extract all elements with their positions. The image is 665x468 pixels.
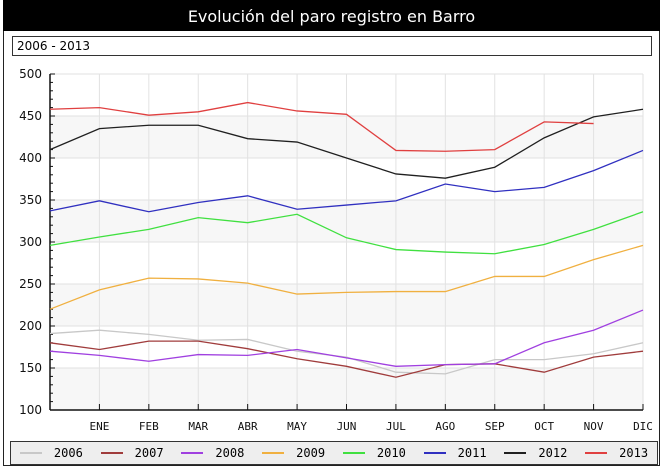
x-tick-label: MAY [287, 420, 307, 433]
series-line-2011 [49, 149, 644, 213]
legend-swatch [262, 452, 285, 454]
x-tick-label: JUN [337, 420, 357, 433]
legend-label: 2009 [296, 446, 326, 460]
legend-swatch [423, 452, 446, 454]
series-line-2009 [49, 244, 644, 310]
x-tick-label: FEB [139, 420, 159, 433]
legend-item: 2011 [423, 446, 487, 460]
y-tick-label: 150 [19, 361, 42, 375]
line-chart: 100 150 200 250 300 350 400 450 500 ENE FEB MAR ABR M… [19, 67, 653, 433]
x-tick-label: DIC [633, 420, 653, 433]
series-line-2008 [49, 309, 644, 367]
x-tick-label: JUL [386, 420, 406, 433]
chart-subtitle: 2006 - 2013 [12, 36, 652, 56]
legend-item: 2012 [504, 446, 567, 460]
legend-item: 2007 [100, 446, 164, 460]
legend-item: 2006 [19, 446, 83, 460]
legend-label: 2012 [538, 446, 568, 460]
legend-label: 2007 [134, 446, 164, 460]
series-line-2006 [49, 329, 644, 375]
x-tick-label: NOV [584, 420, 604, 433]
legend-label: 2013 [619, 446, 649, 460]
legend-label: 2006 [53, 446, 83, 460]
series-line-2007 [49, 340, 644, 378]
x-tick-label: ENE [89, 420, 109, 433]
legend-item: 2013 [585, 446, 648, 460]
series-line-2013 [49, 101, 594, 152]
x-tick-label: MAR [188, 420, 208, 433]
x-tick-label: SEP [485, 420, 505, 433]
legend-label: 2011 [457, 446, 487, 460]
series-line-2012 [49, 108, 644, 179]
y-tick-label: 300 [19, 235, 42, 249]
y-tick-label: 400 [19, 151, 42, 165]
y-tick-label: 200 [19, 319, 42, 333]
legend-item: 2010 [342, 446, 406, 460]
legend-swatch [585, 452, 608, 454]
y-tick-label: 450 [19, 109, 42, 123]
y-tick-label: 100 [19, 403, 42, 417]
x-tick-label: AGO [435, 420, 455, 433]
legend-item: 2008 [181, 446, 244, 460]
legend: 2006 2007 2008 2009 2010 2011 2012 2013 [10, 441, 658, 465]
legend-swatch [342, 452, 365, 454]
legend-swatch [100, 452, 123, 454]
chart-title: Evolución del paro registro en Barro [3, 0, 660, 31]
legend-label: 2008 [215, 446, 245, 460]
y-tick-label: 250 [19, 277, 42, 291]
y-tick-label: 350 [19, 193, 42, 207]
y-tick-label: 500 [19, 67, 42, 81]
legend-swatch [19, 452, 42, 454]
legend-item: 2009 [262, 446, 325, 460]
series-line-2010 [49, 211, 644, 255]
x-tick-label: OCT [534, 420, 554, 433]
legend-swatch [504, 452, 527, 454]
legend-swatch [181, 452, 204, 454]
x-tick-label: ABR [238, 420, 258, 433]
legend-label: 2010 [376, 446, 406, 460]
